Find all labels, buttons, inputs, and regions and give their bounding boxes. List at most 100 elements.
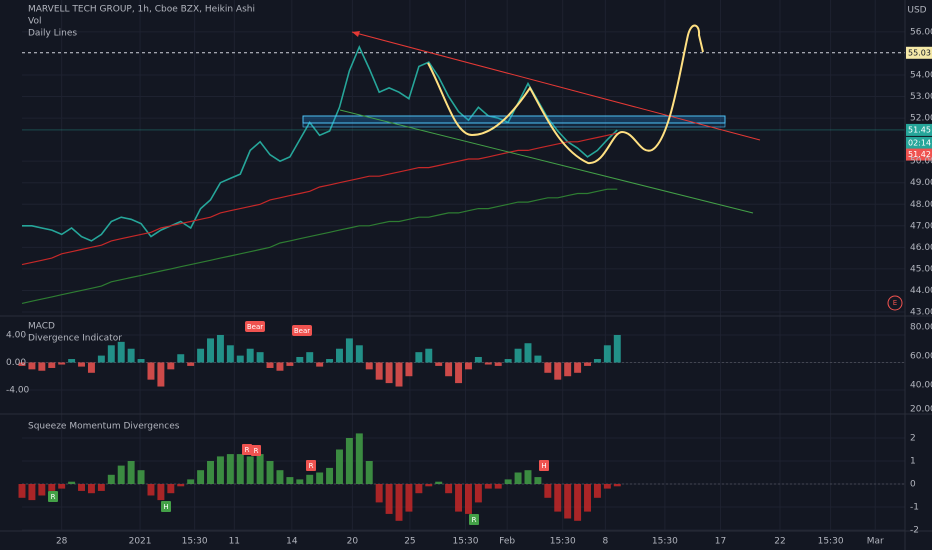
histogram-bar (574, 362, 582, 373)
histogram-bar (127, 461, 135, 484)
y-tick-label: 50.00 (910, 157, 932, 167)
histogram-bar (385, 362, 393, 384)
divergence-label: R (309, 462, 314, 470)
histogram-bar (395, 484, 403, 521)
histogram-bar (216, 456, 224, 484)
x-tick-label: 25 (404, 537, 415, 547)
histogram-bar (68, 481, 76, 484)
histogram-bar (326, 359, 334, 363)
y2-tick-label: 40.00 (910, 381, 932, 391)
histogram-bar (395, 362, 403, 387)
histogram-bar (375, 484, 383, 503)
macd-subtitle: Divergence Indicator (28, 334, 122, 344)
y-tick-label: -1 (910, 503, 919, 513)
histogram-bar (197, 348, 205, 363)
histogram-bar (514, 472, 522, 484)
price-label-box (906, 123, 932, 136)
histogram-bar (286, 477, 294, 484)
histogram-bar (216, 334, 224, 363)
histogram-bar (584, 484, 591, 512)
histogram-bar (48, 484, 56, 491)
histogram-bar (276, 470, 284, 484)
histogram-bar (455, 484, 463, 512)
histogram-bar (87, 484, 95, 494)
y-tick-label: 2 (910, 434, 916, 444)
trend-line-red (351, 31, 761, 141)
x-tick-label: 15:30 (182, 537, 208, 547)
price-label: 51.45 (908, 125, 931, 134)
divergence-tag (251, 445, 261, 456)
histogram-bar (603, 484, 611, 489)
price-label-box (906, 46, 932, 59)
histogram-bar (603, 345, 611, 363)
histogram-bar (78, 484, 86, 491)
left-tick-label: 4.00 (6, 330, 26, 340)
histogram-bar (157, 362, 165, 387)
histogram-bar (524, 470, 532, 484)
y-tick-label: 1 (910, 457, 916, 467)
histogram-bar (365, 362, 373, 370)
x-tick-label: 15:30 (550, 537, 576, 547)
histogram-bar (197, 470, 205, 484)
y-tick-label: 52.00 (910, 114, 932, 124)
earnings-icon (887, 295, 903, 311)
price-label: 55.03 (908, 48, 931, 57)
histogram-bar (514, 348, 522, 363)
histogram-bar (28, 484, 36, 501)
histogram-bar (266, 362, 274, 368)
histogram-bar (494, 484, 502, 489)
histogram-bar (365, 461, 373, 484)
moving-average (21, 188, 618, 304)
histogram-bar (415, 484, 423, 494)
histogram-bar (177, 354, 185, 363)
x-tick-label: 17 (715, 537, 726, 547)
histogram-bar (207, 461, 214, 484)
histogram-bar (18, 362, 26, 366)
histogram-bar (445, 362, 453, 377)
histogram-bar (286, 362, 294, 366)
histogram-bar (256, 454, 264, 484)
histogram-bar (127, 348, 135, 363)
histogram-bar (147, 484, 155, 496)
histogram-bar (117, 465, 125, 484)
histogram-bar (355, 433, 363, 484)
x-tick-label: Feb (499, 537, 515, 547)
histogram-bar (425, 348, 433, 363)
x-tick-label: 15:30 (453, 537, 479, 547)
divergence-label: R (51, 493, 56, 501)
histogram-bar (58, 362, 66, 365)
histogram-bar (28, 362, 36, 370)
histogram-bar (336, 348, 343, 363)
histogram-bar (574, 484, 582, 521)
study-label: Daily Lines (28, 29, 77, 39)
histogram-bar (544, 484, 552, 498)
divergence-label: Bear (247, 323, 263, 331)
histogram-bar (554, 484, 562, 512)
histogram-bar (296, 356, 304, 363)
divergence-tag (306, 460, 316, 471)
histogram-bar (464, 362, 472, 370)
histogram-bar (97, 355, 105, 363)
histogram-bar (167, 484, 175, 494)
histogram-bar (484, 484, 492, 489)
x-tick-label: 15:30 (652, 537, 678, 547)
histogram-bar (534, 477, 542, 484)
divergence-tag (242, 444, 252, 455)
histogram-bar (554, 362, 562, 380)
histogram-bar (613, 484, 621, 487)
squeeze-title: Squeeze Momentum Divergences (28, 422, 180, 432)
histogram-bar (435, 481, 443, 484)
histogram-bar (534, 355, 542, 363)
y-tick-label: 47.00 (910, 221, 932, 231)
y-tick-label: 49.00 (910, 178, 932, 188)
histogram-bar (157, 484, 165, 501)
histogram-bar (494, 362, 502, 366)
histogram-bar (167, 362, 175, 370)
histogram-bar (177, 484, 185, 487)
histogram-bar (137, 359, 145, 363)
zone-box (302, 122, 726, 128)
y-tick-label: 43.00 (910, 307, 932, 317)
projection-curve (427, 24, 704, 164)
